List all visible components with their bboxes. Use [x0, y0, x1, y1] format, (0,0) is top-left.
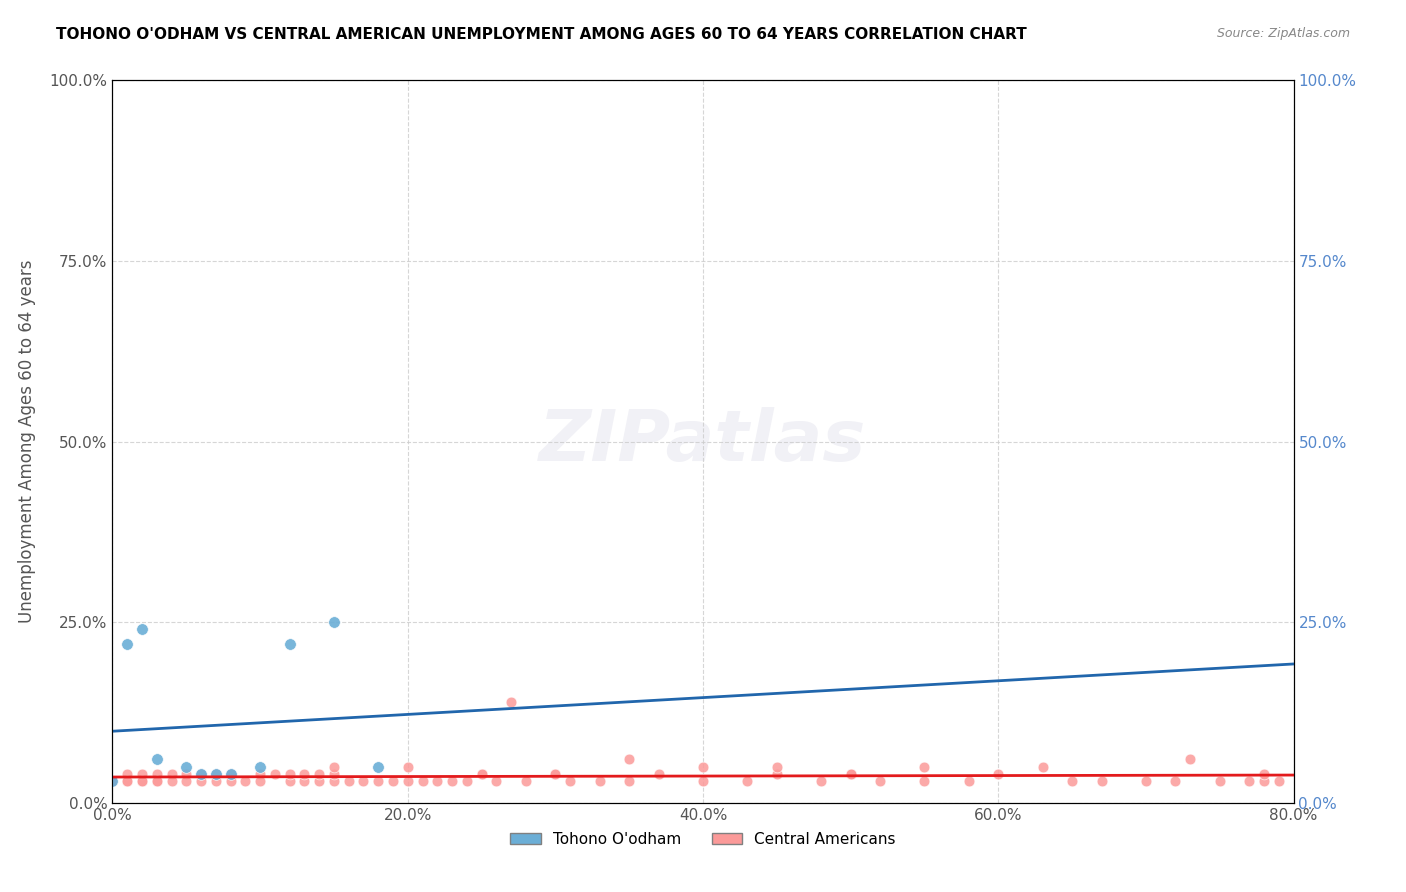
Point	[470, 767, 494, 781]
Point	[470, 767, 494, 781]
Point	[441, 774, 464, 789]
Point	[647, 767, 671, 781]
Point	[396, 760, 419, 774]
Point	[839, 767, 862, 781]
Y-axis label: Unemployment Among Ages 60 to 64 years: Unemployment Among Ages 60 to 64 years	[18, 260, 35, 624]
Point	[131, 774, 153, 789]
Point	[426, 774, 449, 789]
Point	[308, 774, 330, 789]
Point	[131, 767, 153, 781]
Point	[264, 767, 287, 781]
Point	[352, 774, 374, 789]
Point	[205, 774, 228, 789]
Point	[292, 767, 315, 781]
Point	[1091, 774, 1114, 789]
Point	[117, 637, 138, 651]
Point	[337, 774, 360, 789]
Point	[323, 760, 346, 774]
Point	[766, 760, 789, 774]
Point	[1268, 774, 1291, 789]
Point	[174, 767, 197, 781]
Point	[117, 767, 138, 781]
Point	[1208, 774, 1232, 789]
Point	[692, 774, 714, 789]
Point	[174, 774, 197, 789]
Point	[456, 774, 478, 789]
Point	[131, 774, 153, 789]
Point	[249, 767, 271, 781]
Point	[190, 767, 212, 781]
Point	[323, 774, 346, 789]
Point	[101, 774, 124, 789]
Point	[219, 767, 242, 781]
Point	[146, 774, 169, 789]
Point	[766, 767, 789, 781]
Point	[146, 767, 169, 781]
Point	[278, 774, 301, 789]
Point	[174, 760, 197, 774]
Text: TOHONO O'ODHAM VS CENTRAL AMERICAN UNEMPLOYMENT AMONG AGES 60 TO 64 YEARS CORREL: TOHONO O'ODHAM VS CENTRAL AMERICAN UNEMP…	[56, 27, 1026, 42]
Point	[205, 767, 228, 781]
Point	[278, 637, 301, 651]
Point	[1032, 760, 1054, 774]
Point	[101, 774, 124, 789]
Point	[146, 774, 169, 789]
Point	[323, 767, 346, 781]
Point	[101, 774, 124, 789]
Point	[190, 774, 212, 789]
Point	[558, 774, 582, 789]
Point	[1135, 774, 1157, 789]
Point	[1253, 774, 1275, 789]
Text: Source: ZipAtlas.com: Source: ZipAtlas.com	[1216, 27, 1350, 40]
Point	[278, 767, 301, 781]
Point	[1062, 774, 1084, 789]
Text: ZIPatlas: ZIPatlas	[540, 407, 866, 476]
Point	[367, 774, 389, 789]
Point	[160, 767, 183, 781]
Point	[117, 774, 138, 789]
Point	[308, 767, 330, 781]
Point	[411, 774, 433, 789]
Point	[1178, 752, 1201, 766]
Point	[1164, 774, 1187, 789]
Point	[501, 695, 523, 709]
Point	[219, 767, 242, 781]
Point	[987, 767, 1010, 781]
Point	[485, 774, 508, 789]
Point	[869, 774, 891, 789]
Point	[914, 760, 936, 774]
Point	[544, 767, 567, 781]
Point	[160, 774, 183, 789]
Point	[292, 774, 315, 789]
Point	[839, 767, 862, 781]
Point	[117, 774, 138, 789]
Point	[146, 752, 169, 766]
Point	[233, 774, 256, 789]
Point	[544, 767, 567, 781]
Point	[249, 774, 271, 789]
Point	[205, 767, 228, 781]
Point	[131, 623, 153, 637]
Point	[1239, 774, 1261, 789]
Point	[737, 774, 759, 789]
Point	[810, 774, 832, 789]
Point	[619, 774, 641, 789]
Point	[515, 774, 537, 789]
Point	[190, 767, 212, 781]
Point	[957, 774, 980, 789]
Point	[914, 774, 936, 789]
Point	[692, 760, 714, 774]
Point	[367, 760, 389, 774]
Point	[382, 774, 405, 789]
Point	[323, 615, 346, 630]
Point	[619, 752, 641, 766]
Point	[588, 774, 610, 789]
Point	[396, 774, 419, 789]
Point	[219, 774, 242, 789]
Point	[1253, 767, 1275, 781]
Legend: Tohono O'odham, Central Americans: Tohono O'odham, Central Americans	[503, 826, 903, 853]
Point	[249, 760, 271, 774]
